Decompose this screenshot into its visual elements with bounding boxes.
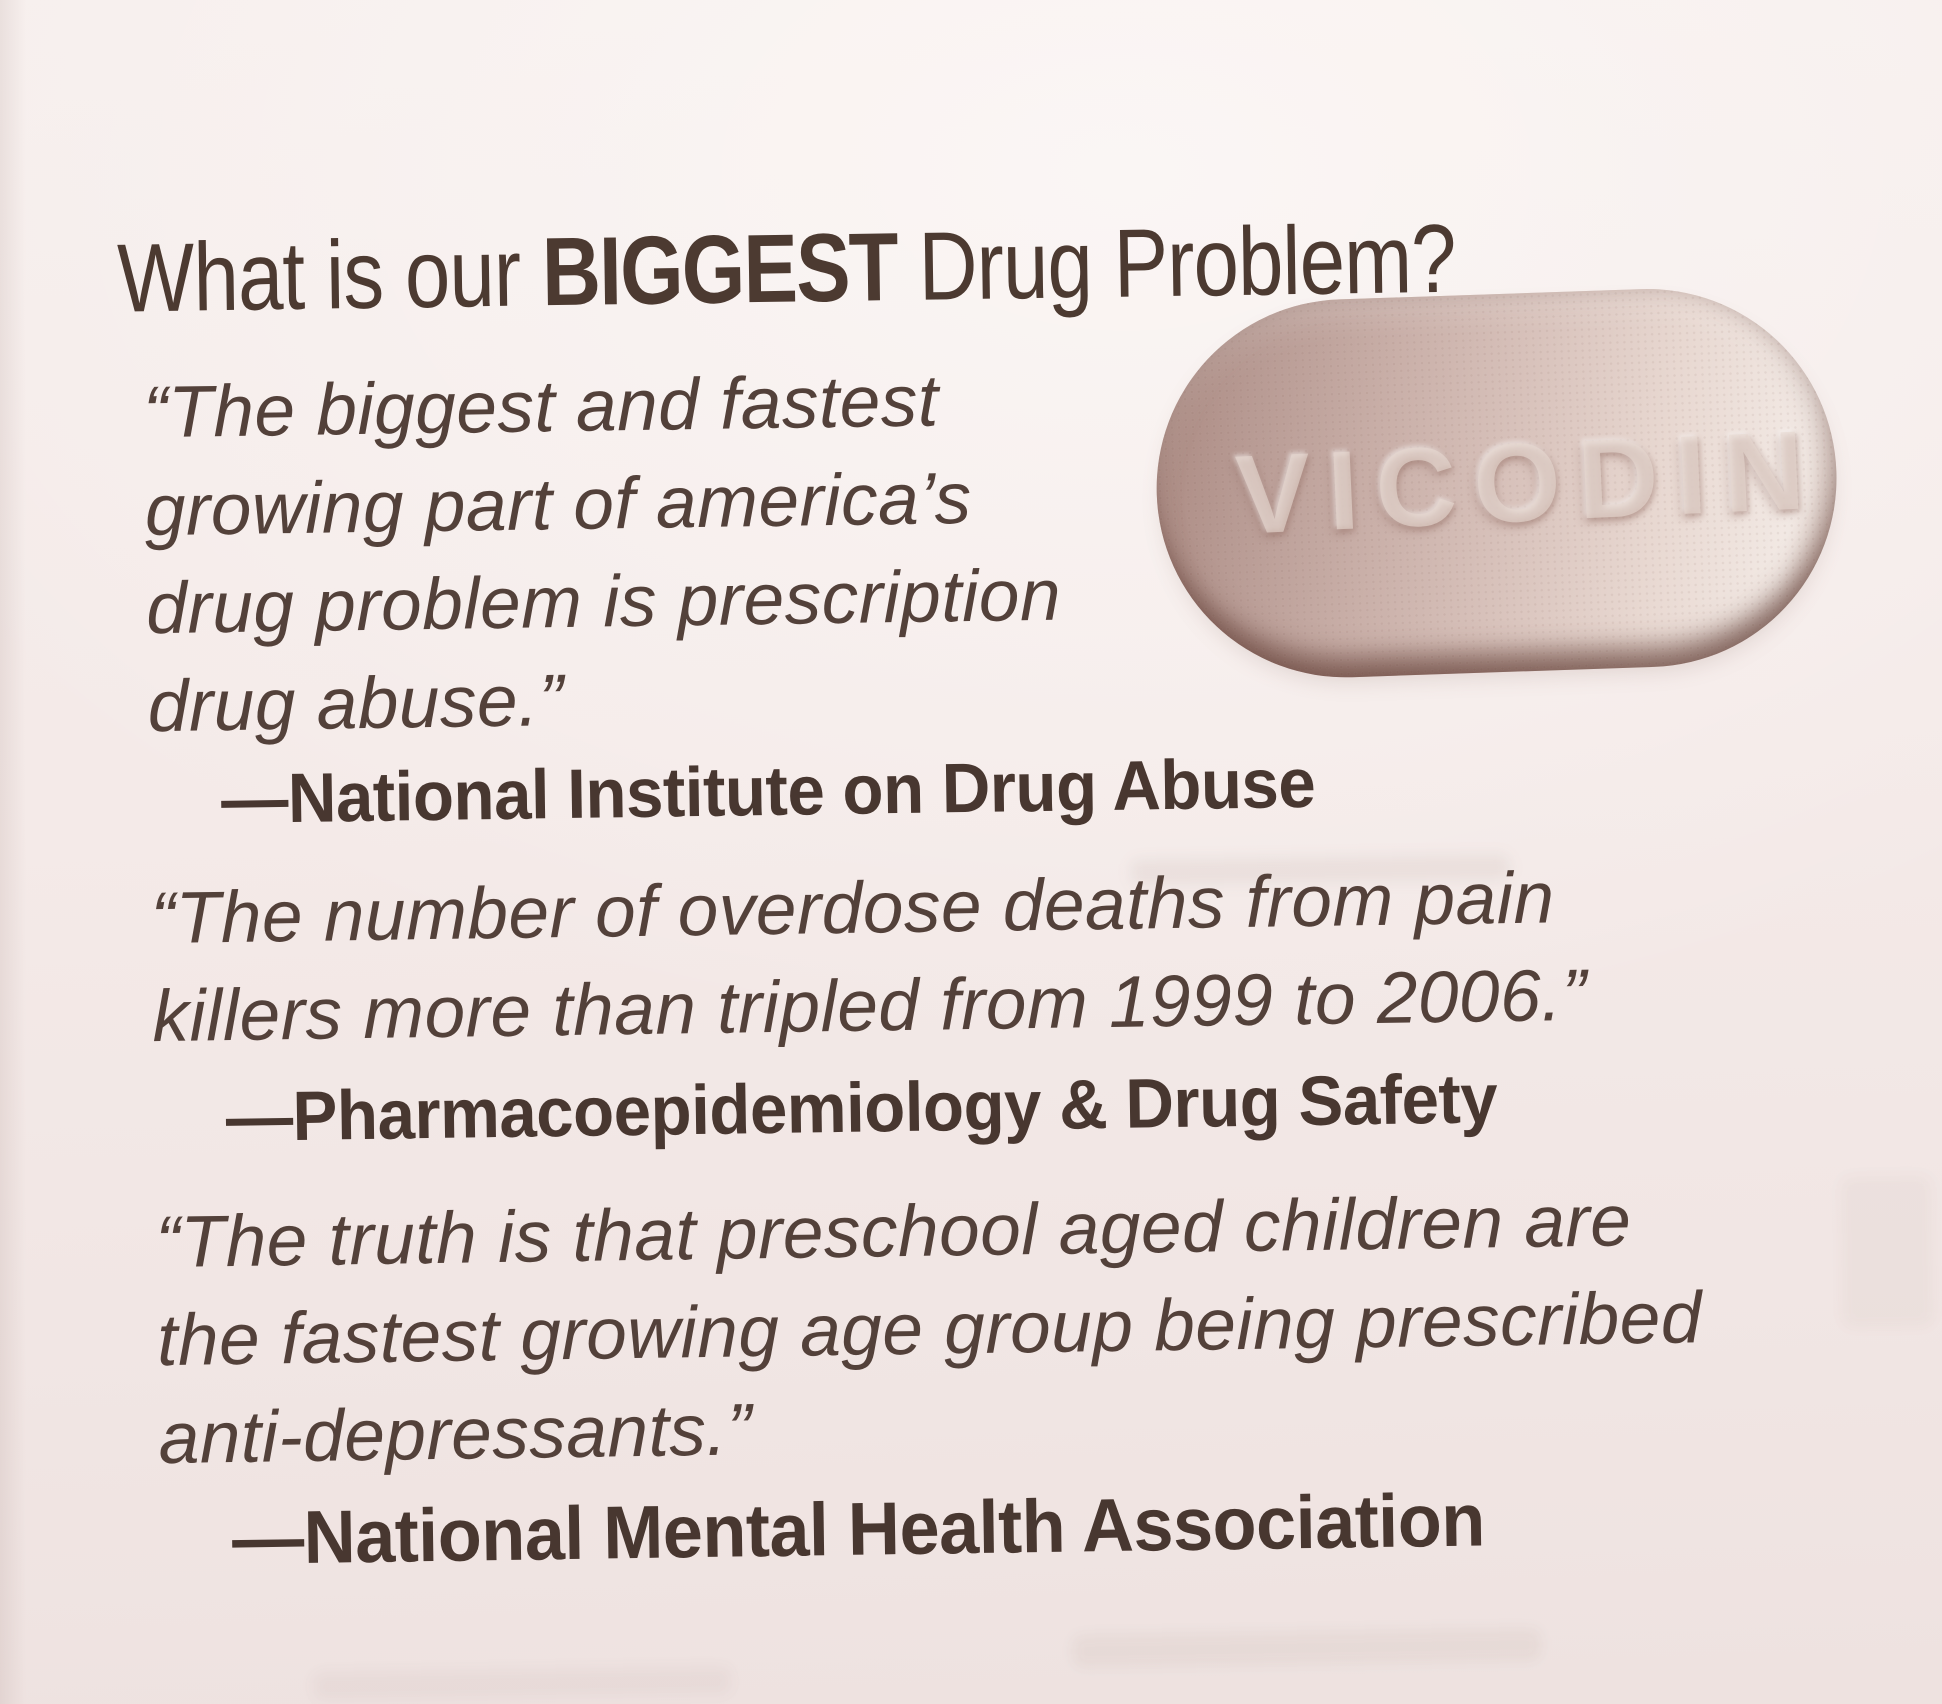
pill-imprint-text: VICODIN [1233,406,1824,558]
page-title-emphasis: BIGGEST [541,212,898,327]
quote-attribution-pharmacoepidemiology: —Pharmacoepidemiology & Drug Safety [225,1059,1498,1157]
showthrough-smudge [1071,1627,1543,1669]
quote-nida: “The biggest and fastest growing part of… [143,351,1063,757]
quote-line: drug abuse.” [147,660,565,748]
page-title-prefix: What is our [116,217,543,333]
quote-attribution-nmha: —National Mental Health Association [231,1477,1486,1581]
quote-nmha: “The truth is that preschool aged childr… [155,1171,1704,1488]
quote-attribution-nida: —National Institute on Drug Abuse [220,743,1316,839]
showthrough-smudge [1840,1175,1934,1328]
showthrough-smudge [312,1665,733,1702]
page-edge-shadow [0,0,26,1704]
vicodin-pill-image: VICODIN [1150,282,1843,684]
quote-line: growing part of america’s [144,457,973,552]
quote-line: killers more than tripled from 1999 to 2… [151,954,1588,1058]
quote-line: drug problem is prescription [145,554,1062,650]
quote-line: “The biggest and fastest [142,360,940,454]
